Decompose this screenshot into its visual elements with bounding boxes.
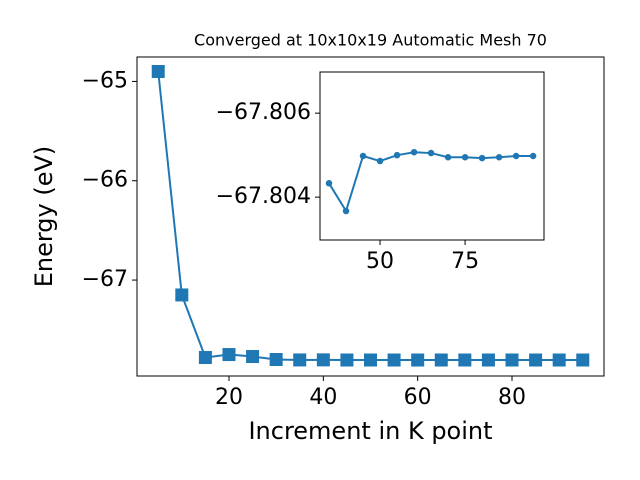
marker [505, 353, 519, 367]
marker [325, 180, 333, 187]
marker [478, 154, 486, 162]
marker [364, 353, 377, 367]
marker [316, 353, 330, 367]
y-tick-label: −66 [82, 168, 128, 193]
marker [293, 353, 307, 367]
marker [387, 353, 401, 367]
marker [495, 154, 503, 161]
x-axis-label: Increment in K point [248, 417, 492, 445]
marker [434, 353, 448, 367]
marker [376, 157, 384, 165]
y-tick-label: −67.804 [216, 184, 311, 209]
x-tick-label: 75 [451, 249, 479, 274]
marker [461, 154, 469, 161]
marker [576, 353, 590, 367]
marker [359, 152, 367, 160]
marker [342, 207, 350, 215]
marker [458, 353, 472, 367]
marker [198, 351, 212, 365]
x-tick-label: 50 [366, 249, 394, 274]
marker [393, 151, 401, 159]
marker [552, 353, 566, 367]
y-tick-label: −67 [82, 267, 128, 292]
x-tick-label: 80 [498, 385, 526, 410]
marker [481, 353, 495, 367]
marker [246, 350, 260, 364]
marker [269, 353, 283, 367]
marker [222, 348, 236, 362]
marker [427, 149, 435, 157]
marker [175, 288, 189, 302]
marker [340, 353, 354, 367]
marker [411, 353, 425, 367]
marker [151, 65, 165, 78]
marker [444, 154, 452, 161]
y-axis-label: Energy (eV) [30, 146, 58, 288]
marker [512, 152, 520, 160]
marker [529, 152, 537, 160]
y-tick-label: −65 [82, 68, 128, 93]
chart-title: Converged at 10x10x19 Automatic Mesh 70 [194, 31, 547, 50]
y-tick-label: −67.806 [216, 100, 311, 125]
x-tick-label: 60 [404, 385, 432, 410]
x-tick-label: 20 [215, 385, 243, 410]
marker [529, 353, 543, 367]
marker [410, 148, 418, 156]
x-tick-label: 40 [309, 385, 337, 410]
